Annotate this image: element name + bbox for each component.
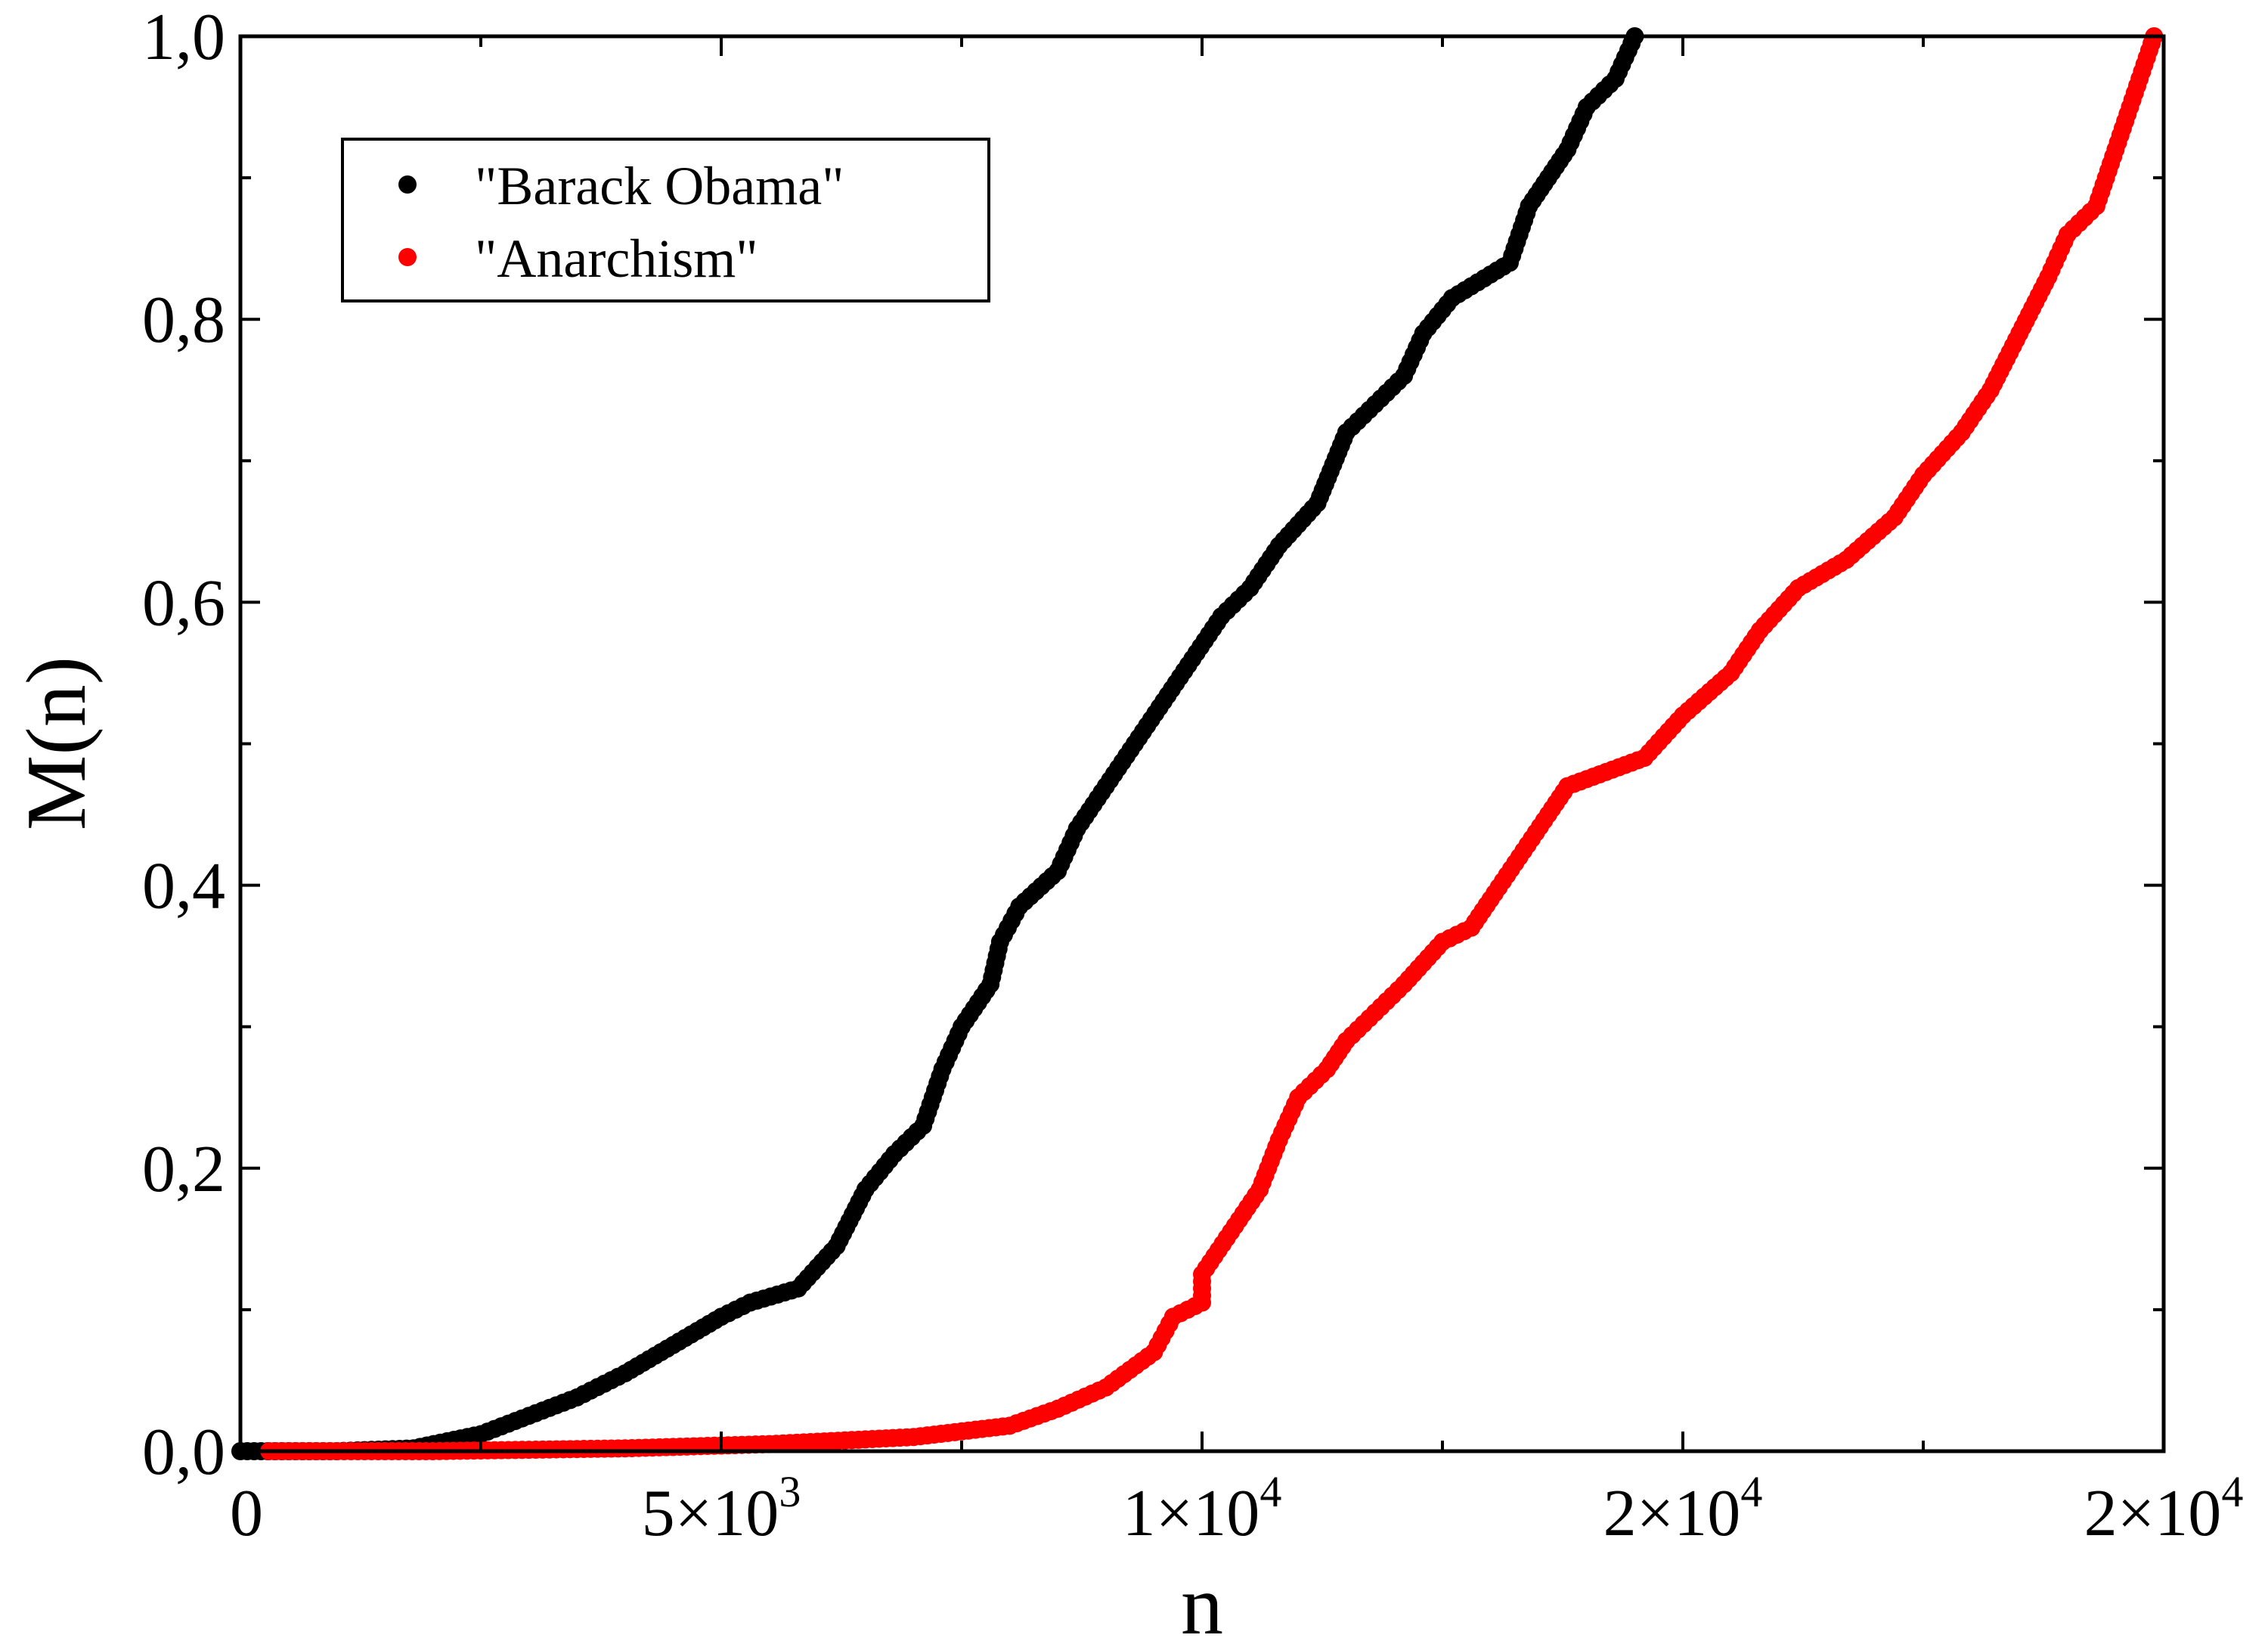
x-tick-label: 2×104: [1603, 1467, 1763, 1550]
x-tick-label: 1×104: [1123, 1467, 1282, 1550]
legend-label: "Barack Obama": [475, 156, 844, 216]
series-1: [260, 27, 2164, 1460]
legend-marker: [398, 248, 417, 266]
y-tick-label: 0,4: [142, 850, 225, 923]
legend-label: "Anarchism": [475, 228, 758, 289]
y-tick-label: 0,2: [142, 1133, 225, 1206]
y-tick-label: 0,6: [142, 566, 225, 640]
x-tick-label: 2×104: [2084, 1467, 2244, 1550]
x-axis-title: n: [1181, 1559, 1223, 1641]
y-tick-label: 0,8: [142, 284, 225, 357]
legend-marker: [398, 175, 417, 194]
tick-layer: 0 5×103 1×104 2×104 2×104 0,0 0,2 0,4 0,6 0,8 1,0: [142, 1, 2243, 1550]
data-series-layer: [231, 27, 2164, 1460]
x-tick-label: 0: [230, 1477, 263, 1550]
y-tick-label: 1,0: [142, 1, 225, 74]
x-tick-label: 5×103: [642, 1467, 801, 1550]
y-tick-label: 0,0: [142, 1416, 225, 1489]
y-axis-title: M(n): [10, 656, 104, 830]
legend-box: [341, 138, 990, 302]
legend: "Barack Obama" "Anarchism": [341, 138, 990, 302]
